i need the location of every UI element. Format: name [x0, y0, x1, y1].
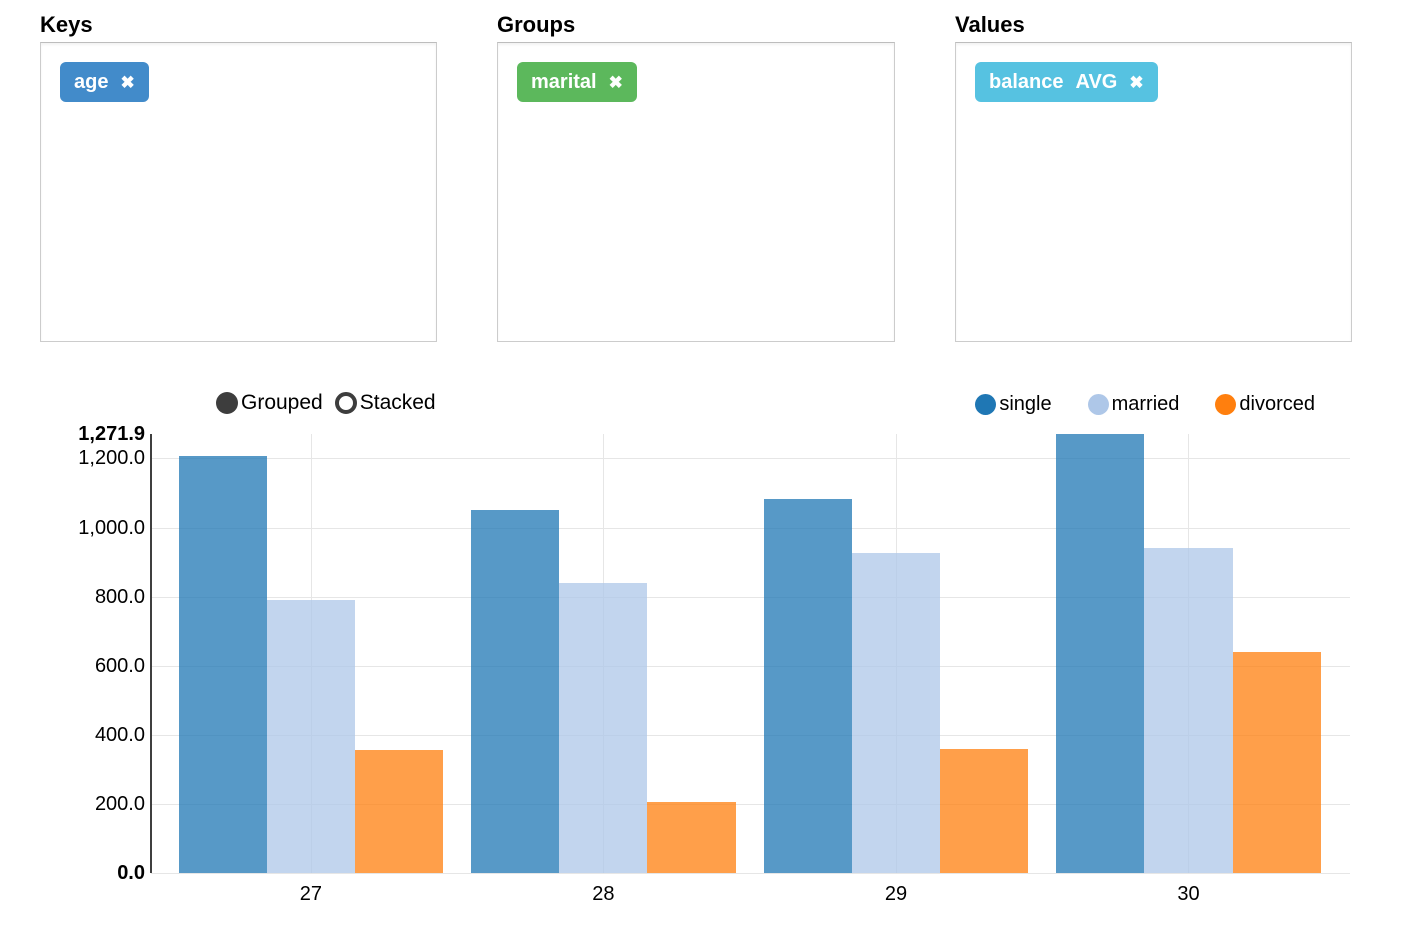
legend-item-divorced[interactable]: divorced — [1215, 393, 1315, 416]
stacked-mode-toggle[interactable]: Stacked — [334, 391, 436, 415]
bar-single-30[interactable] — [1056, 433, 1145, 873]
tag-label: marital — [531, 71, 597, 93]
mode-label: Stacked — [359, 391, 436, 414]
bar-married-27[interactable] — [266, 599, 355, 873]
y-axis-tick-label: 400.0 — [94, 723, 145, 746]
x-axis-tick-label: 27 — [299, 883, 323, 905]
chart-legend: single married divorced — [975, 393, 1315, 416]
legend-swatch-single — [975, 394, 997, 415]
gridline-horizontal — [151, 665, 1350, 667]
gridline-horizontal — [151, 596, 1350, 598]
bar-single-27[interactable] — [178, 455, 267, 873]
legend-label: married — [1111, 393, 1180, 415]
keys-dropzone[interactable]: age ✖ — [40, 42, 437, 342]
bar-single-29[interactable] — [763, 499, 852, 873]
y-axis-tick-label: 0.0 — [117, 862, 145, 884]
radio-unselected-icon — [334, 392, 357, 414]
values-dropzone[interactable]: balance AVG ✖ — [955, 42, 1352, 342]
gridline-horizontal — [151, 734, 1350, 736]
x-axis-tick-label: 29 — [884, 883, 908, 905]
y-axis-tick-label: 200.0 — [94, 792, 145, 815]
field-tag-balance[interactable]: balance AVG ✖ — [975, 62, 1158, 102]
grouped-mode-toggle[interactable]: Grouped — [216, 391, 323, 415]
tag-aggregation-label: AVG — [1075, 71, 1118, 93]
y-axis-tick-label: 1,271.9 — [78, 422, 145, 445]
bar-divorced-28[interactable] — [647, 802, 736, 873]
y-axis-tick-label: 600.0 — [94, 654, 145, 677]
radio-selected-icon — [216, 392, 238, 414]
y-axis-tick-label: 1,000.0 — [78, 516, 145, 539]
remove-tag-icon[interactable]: ✖ — [1129, 72, 1144, 92]
bar-single-28[interactable] — [471, 510, 560, 873]
groups-panel-title: Groups — [497, 12, 576, 37]
field-tag-age[interactable]: age ✖ — [60, 62, 149, 102]
keys-panel-title: Keys — [40, 12, 93, 37]
legend-swatch-married — [1087, 394, 1109, 415]
legend-swatch-divorced — [1215, 394, 1237, 415]
bar-married-30[interactable] — [1144, 547, 1233, 873]
groups-panel: Groups marital ✖ — [497, 13, 895, 342]
legend-item-married[interactable]: married — [1087, 393, 1180, 416]
gridline-horizontal — [151, 527, 1350, 529]
chart-mode-toggle: Grouped Stacked — [216, 391, 436, 415]
tag-label: age — [74, 71, 109, 93]
keys-panel: Keys age ✖ — [40, 13, 437, 342]
legend-label: single — [999, 393, 1052, 415]
mode-label: Grouped — [241, 391, 323, 414]
gridline-horizontal — [151, 803, 1350, 805]
y-axis-line — [150, 433, 152, 873]
bar-married-29[interactable] — [851, 552, 940, 873]
gridline-horizontal — [151, 458, 1350, 460]
bar-divorced-30[interactable] — [1232, 652, 1321, 873]
values-panel: Values balance AVG ✖ — [955, 13, 1352, 342]
bar-married-28[interactable] — [559, 582, 648, 873]
values-panel-title: Values — [955, 12, 1025, 37]
bar-divorced-27[interactable] — [354, 750, 444, 873]
bar-chart: Grouped Stacked single married divorced 0.0… — [0, 378, 1408, 930]
y-axis-tick-label: 800.0 — [94, 585, 145, 608]
legend-label: divorced — [1239, 393, 1315, 415]
tag-label: balance — [989, 71, 1064, 93]
remove-tag-icon[interactable]: ✖ — [120, 72, 135, 92]
field-tag-marital[interactable]: marital ✖ — [517, 62, 637, 102]
remove-tag-icon[interactable]: ✖ — [608, 72, 623, 92]
gridline-horizontal — [151, 873, 1350, 874]
y-axis-tick-label: 1,200.0 — [78, 447, 145, 470]
bar-divorced-29[interactable] — [940, 749, 1029, 873]
x-axis-tick-label: 30 — [1177, 883, 1200, 905]
legend-item-single[interactable]: single — [975, 393, 1052, 416]
x-axis-tick-label: 28 — [592, 883, 615, 905]
groups-dropzone[interactable]: marital ✖ — [497, 42, 895, 342]
